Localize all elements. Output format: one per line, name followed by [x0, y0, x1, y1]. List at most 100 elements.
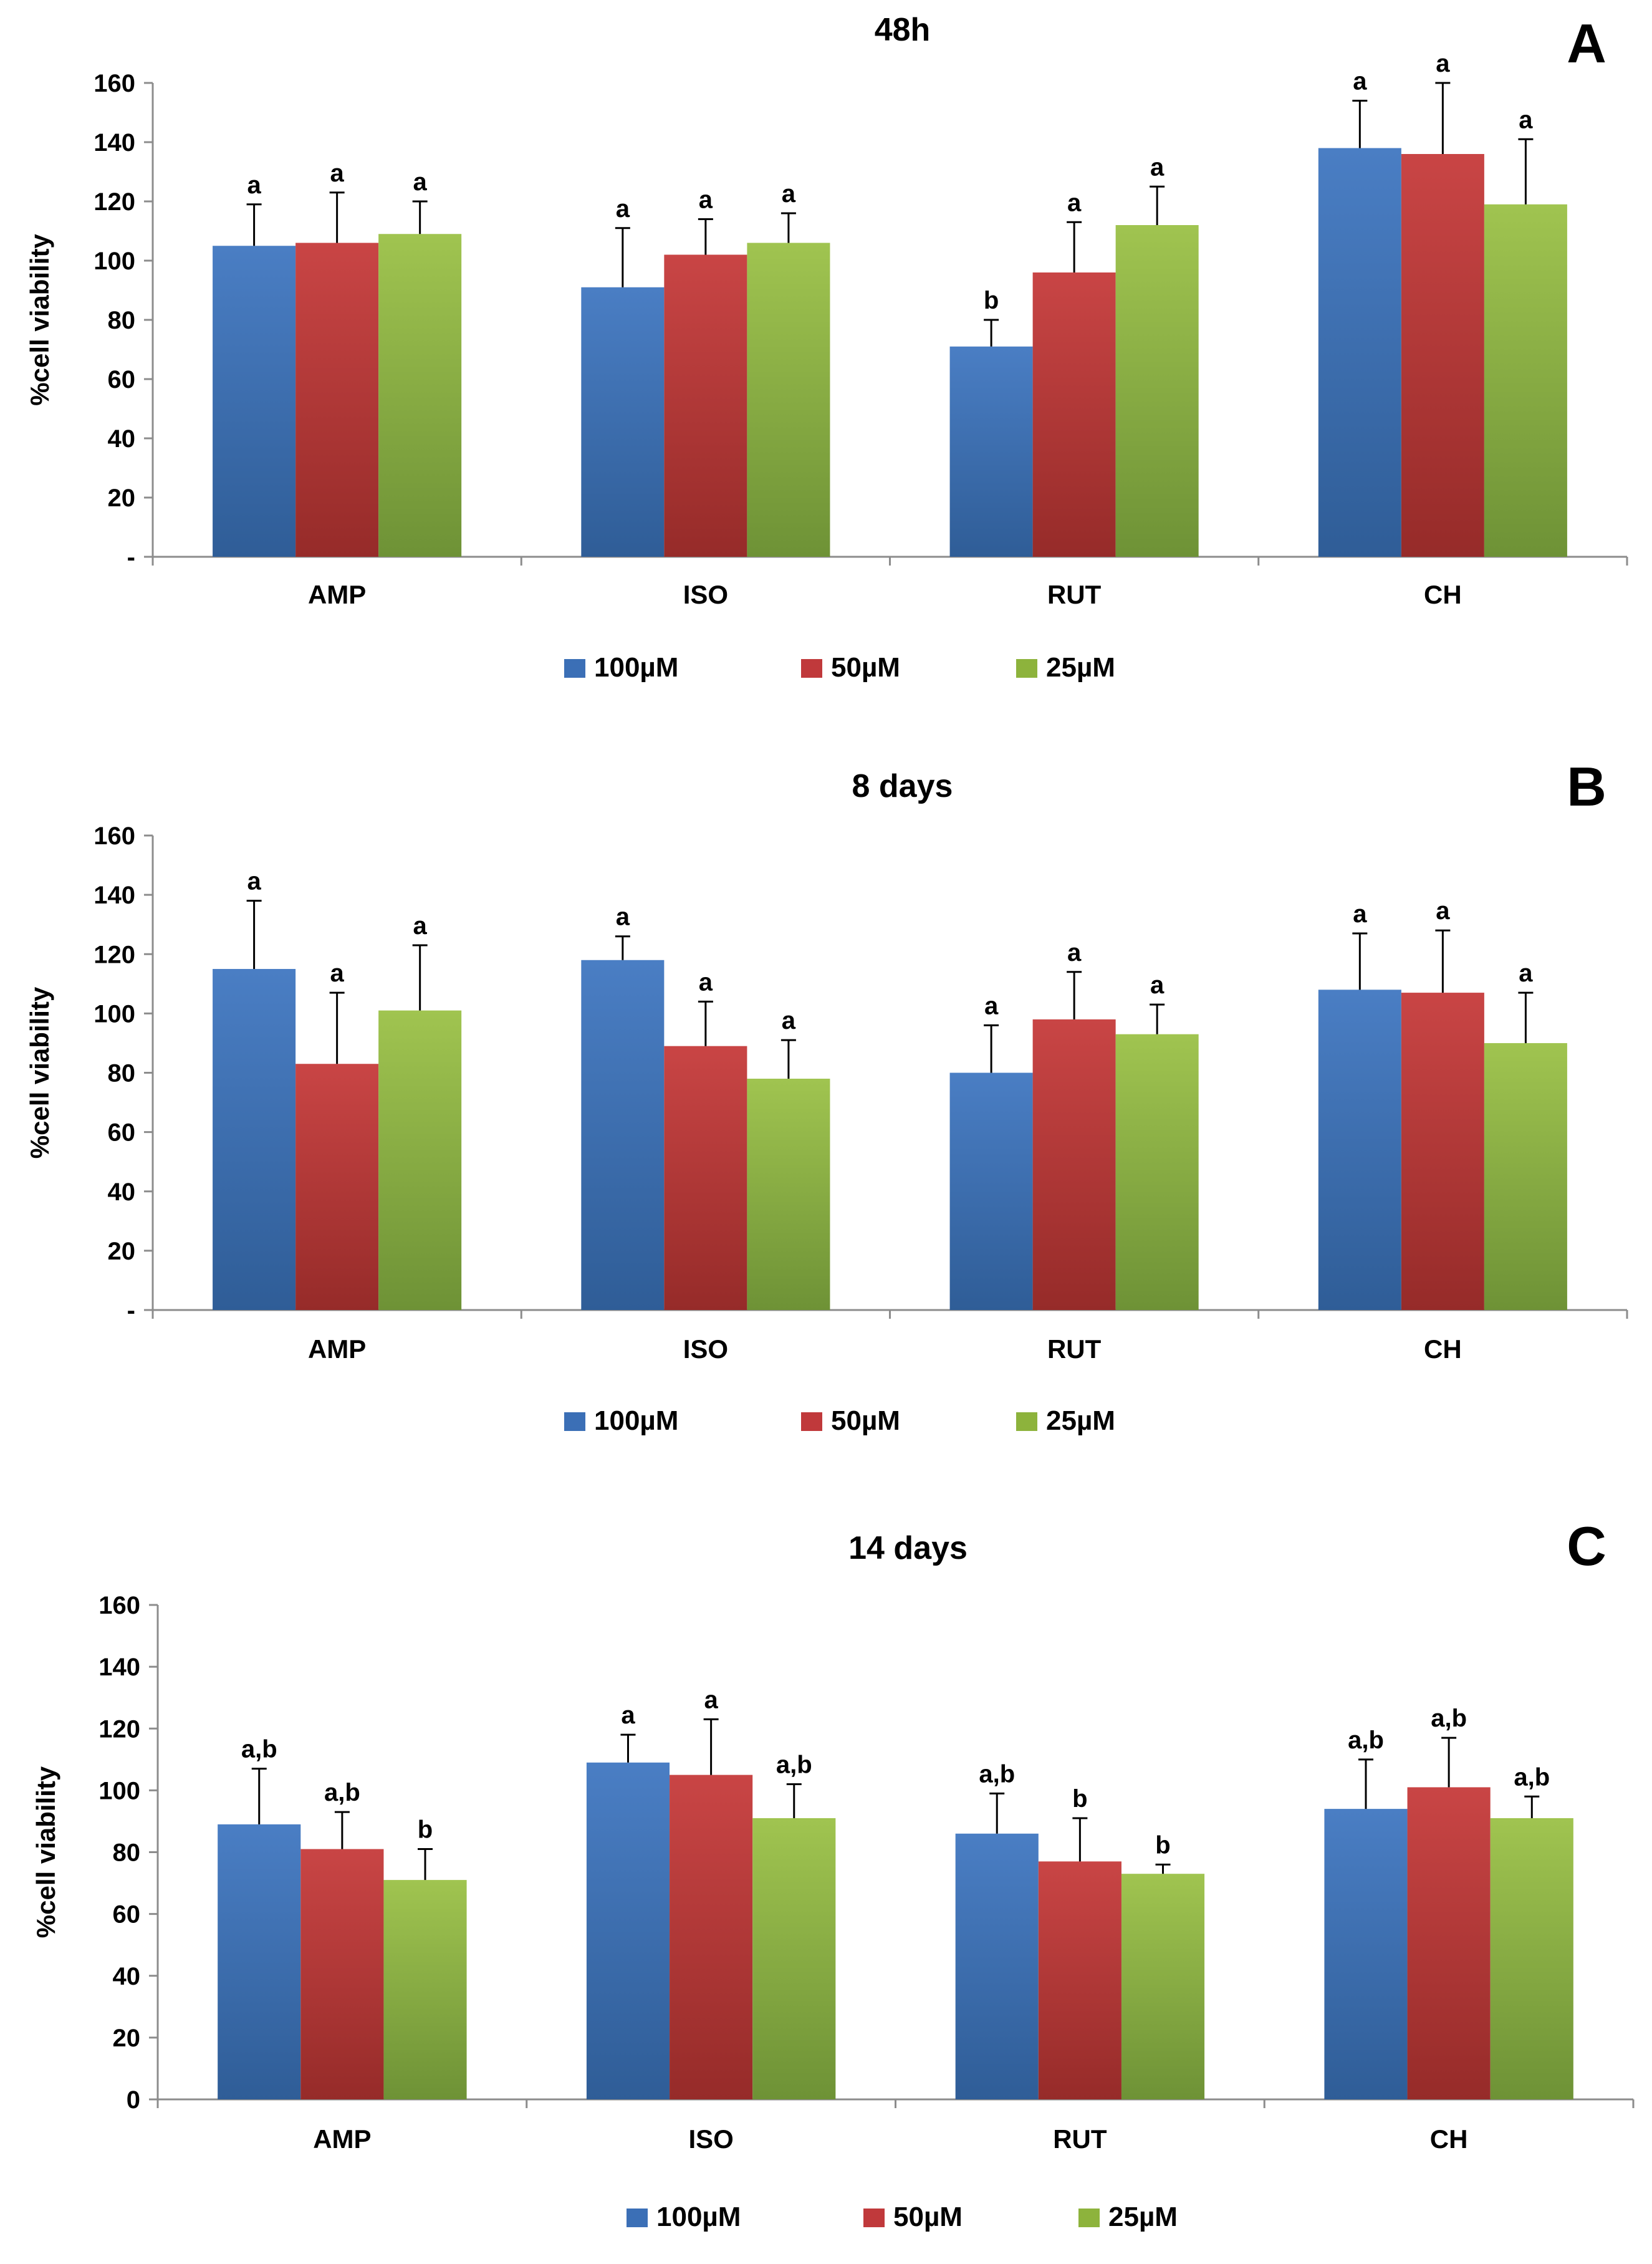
legend-swatch [863, 2209, 885, 2227]
y-tick-label: 100 [98, 1777, 140, 1804]
significance-label: a [247, 868, 261, 895]
significance-label: a [1150, 153, 1165, 181]
significance-label: a,b [776, 1751, 812, 1778]
bar [1318, 148, 1401, 557]
y-axis-label: %cell viability [31, 1766, 60, 1938]
y-tick-label: 160 [98, 1592, 140, 1619]
bar [949, 346, 1033, 557]
bar [1121, 1874, 1205, 2099]
legend-label: 100µM [594, 652, 678, 683]
significance-label: a [984, 992, 999, 1019]
bar [1115, 225, 1199, 557]
bar [1401, 154, 1484, 557]
bar [1032, 1019, 1116, 1310]
bar [1038, 1861, 1121, 2099]
legend-label: 25µM [1108, 2202, 1178, 2232]
bar [664, 1046, 747, 1310]
bar [586, 1762, 670, 2099]
legend-swatch [564, 1412, 585, 1431]
y-tick-label: 120 [94, 941, 135, 968]
legend-swatch [564, 659, 585, 678]
y-tick-label: 160 [94, 70, 135, 97]
bar [218, 1824, 301, 2099]
y-tick-label: 60 [113, 1901, 141, 1929]
legend-label: 25µM [1046, 652, 1115, 683]
panel-letter: A [1567, 12, 1606, 74]
bar [670, 1775, 753, 2099]
significance-label: a [1519, 960, 1533, 987]
bar [1115, 1034, 1199, 1310]
significance-label: a [699, 968, 713, 996]
bar [295, 1064, 379, 1310]
x-tick-label: RUT [1047, 1334, 1102, 1364]
bar [300, 1849, 384, 2099]
significance-label: b [1072, 1785, 1087, 1813]
chart-title: 48h [875, 12, 931, 48]
significance-label: a [413, 912, 428, 940]
legend-swatch [1016, 659, 1037, 678]
y-tick-label: 80 [113, 1839, 141, 1867]
y-tick-label: 40 [113, 1963, 141, 1990]
bar [1484, 204, 1567, 557]
significance-label: a [704, 1686, 719, 1713]
y-tick-label: 120 [98, 1715, 140, 1743]
y-tick-label: - [127, 544, 135, 571]
y-tick-label: 40 [108, 1178, 136, 1206]
y-tick-label: 80 [108, 307, 136, 334]
bar [1490, 1818, 1573, 2099]
bar [383, 1880, 467, 2099]
x-tick-label: AMP [313, 2124, 371, 2154]
bar [1401, 993, 1484, 1310]
bar [295, 243, 379, 557]
legend-swatch [1016, 1412, 1037, 1431]
legend-label: 50µM [893, 2202, 963, 2232]
y-tick-label: 80 [108, 1060, 136, 1087]
panel-letter: C [1567, 1515, 1606, 1577]
y-axis-label: %cell viability [25, 986, 54, 1158]
bar [213, 246, 296, 557]
x-tick-label: ISO [688, 2124, 733, 2154]
bar [1032, 272, 1116, 557]
significance-label: a [413, 168, 428, 196]
significance-label: a [330, 960, 345, 987]
x-tick-label: RUT [1053, 2124, 1107, 2154]
y-tick-label: - [127, 1297, 135, 1324]
legend-label: 25µM [1046, 1405, 1115, 1436]
bar [747, 243, 830, 557]
x-tick-label: CH [1424, 1334, 1462, 1364]
x-tick-label: CH [1424, 580, 1462, 609]
significance-label: a [1150, 971, 1165, 999]
x-tick-label: ISO [683, 1334, 728, 1364]
bar [949, 1072, 1033, 1310]
bar [752, 1818, 836, 2099]
y-tick-label: 40 [108, 425, 136, 453]
bar [1407, 1787, 1491, 2099]
bar [664, 254, 747, 557]
panel-letter: B [1567, 756, 1606, 817]
significance-label: a [1436, 897, 1450, 925]
legend-label: 50µM [831, 1405, 900, 1436]
significance-label: a,b [979, 1760, 1015, 1788]
legend-swatch [627, 2209, 648, 2227]
significance-label: a [1067, 189, 1082, 216]
significance-label: a [1353, 900, 1367, 928]
significance-label: a [782, 180, 796, 208]
significance-label: a [621, 1702, 635, 1729]
significance-label: a [782, 1007, 796, 1034]
legend-swatch [1078, 2209, 1100, 2227]
chart-title: 14 days [848, 1530, 968, 1566]
x-tick-label: CH [1430, 2124, 1468, 2154]
significance-label: a,b [1431, 1705, 1467, 1732]
y-tick-label: 140 [94, 129, 135, 157]
chart-panel-c: 14 days C 0 20 40 60 80 100 120 140 160 %cell viabi… [31, 1515, 1635, 2232]
bar [1484, 1043, 1567, 1310]
significance-label: b [1155, 1831, 1170, 1859]
significance-label: a,b [241, 1736, 277, 1763]
y-tick-label: 160 [94, 822, 135, 850]
y-tick-label: 0 [127, 2086, 140, 2114]
x-tick-label: AMP [308, 580, 366, 609]
y-tick-label: 100 [94, 1000, 135, 1028]
x-tick-label: AMP [308, 1334, 366, 1364]
bar [581, 960, 665, 1310]
bar [955, 1833, 1039, 2099]
